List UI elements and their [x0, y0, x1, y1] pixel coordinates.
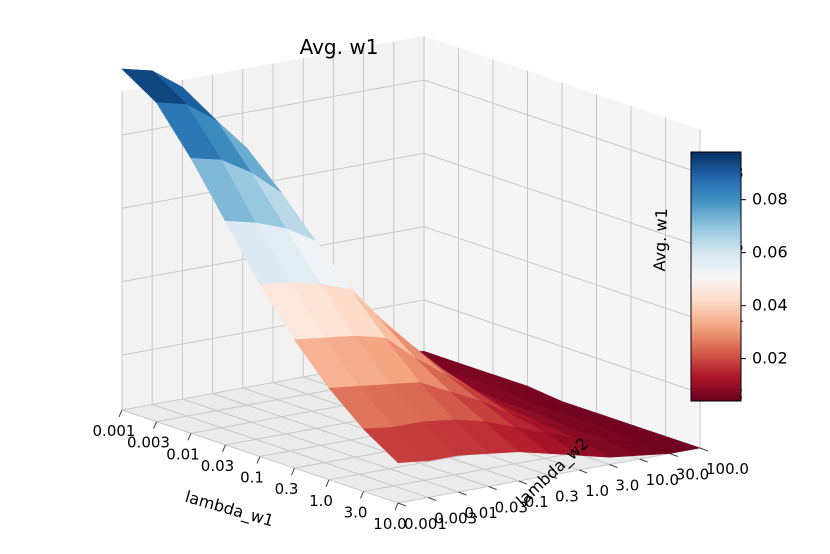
y-tick-label: 10.0: [646, 471, 679, 489]
colorbar-tick-label: 0.02: [752, 349, 788, 368]
y-tick-label: 0.3: [555, 488, 579, 506]
y-tick-label: 0.001: [404, 515, 447, 533]
y-tick-mark: [579, 469, 588, 474]
y-tick-mark: [669, 453, 678, 457]
x-tick-mark: [291, 467, 295, 476]
back-grid-line-z: [423, 152, 701, 247]
y-tick-mark: [458, 491, 467, 496]
x-tick-mark: [153, 421, 157, 429]
y-tick-mark: [397, 502, 407, 507]
y-tick-label: 30.0: [676, 466, 709, 484]
left-grid-line-z: [121, 299, 425, 356]
x-tick-label: 0.1: [240, 469, 264, 487]
x-tick-mark: [256, 456, 261, 464]
x-tick-label: 0.001: [93, 422, 136, 440]
x-tick-label: 1.0: [309, 492, 333, 510]
y-tick-mark: [518, 480, 527, 485]
y-tick-label: 0.003: [434, 510, 477, 528]
y-tick-label: 0.1: [525, 493, 549, 511]
y-tick-label: 100.0: [706, 460, 749, 478]
back-grid-line-z: [423, 79, 701, 174]
colorbar: 0.02 0.04 0.06 0.08: [690, 151, 788, 402]
floor-grid-line-y: [182, 398, 459, 493]
back-grid-line-z: [423, 299, 701, 394]
x-tick-mark: [187, 433, 192, 441]
x-tick-label: 0.003: [127, 434, 170, 452]
colorbar-tick-label: 0.06: [752, 243, 788, 262]
floor-grid-line-y: [152, 404, 429, 498]
floor-grid-line-y: [212, 393, 489, 487]
x-tick-mark: [394, 502, 399, 511]
y-tick-mark: [428, 497, 437, 501]
chart-title: Avg. w1: [300, 35, 379, 59]
colorbar-gradient: [690, 151, 742, 402]
surface-plot: [121, 68, 701, 464]
y-tick-mark: [609, 464, 618, 468]
surface-patch: [362, 426, 429, 464]
x-tick-mark: [325, 479, 330, 487]
x-axis-label: lambda_w1: [183, 487, 276, 531]
x-tick-mark: [222, 444, 226, 453]
colorbar-tick-label: 0.08: [752, 190, 788, 209]
x-tick-label: 0.3: [275, 480, 299, 498]
x-tick-mark: [118, 409, 123, 418]
y-tick-mark: [639, 458, 648, 463]
z-axis-label: Avg. w1: [650, 208, 671, 272]
x-tick-mark: [360, 491, 364, 499]
y-tick-label: 0.03: [495, 499, 528, 517]
x-tick-label: 0.03: [201, 457, 234, 475]
y-tick-mark: [488, 486, 497, 490]
x-tick-label: 0.01: [166, 445, 199, 463]
y-tick-mark: [699, 447, 709, 452]
left-grid-line-z: [121, 152, 425, 209]
y-tick-label: 0.01: [464, 504, 497, 522]
y-tick-mark: [548, 475, 558, 479]
x-tick-label: 3.0: [344, 503, 368, 521]
colorbar-tick-label: 0.04: [752, 296, 788, 315]
x-tick-label: 10.0: [373, 515, 406, 533]
y-tick-label: 1.0: [585, 482, 609, 500]
back-grid-line-z: [423, 226, 701, 321]
y-tick-label: 3.0: [615, 477, 639, 495]
